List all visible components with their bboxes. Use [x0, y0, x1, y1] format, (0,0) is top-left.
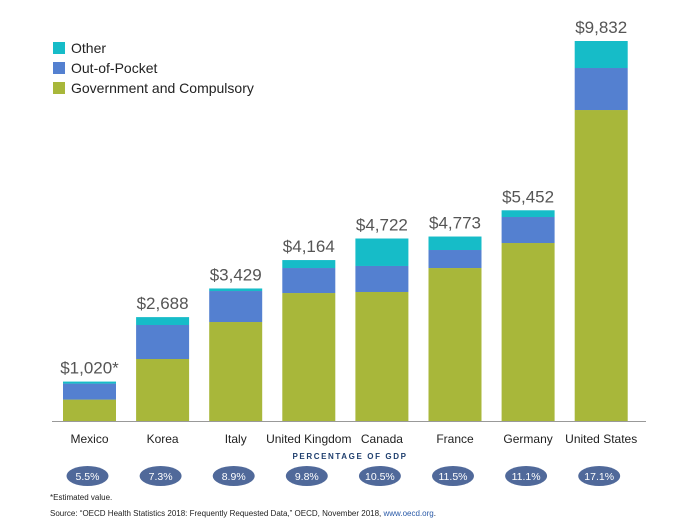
- legend-label-government: Government and Compulsory: [71, 80, 254, 96]
- gdp-value-italy: 8.9%: [222, 471, 246, 483]
- gdp-pill-france: [432, 466, 474, 486]
- gdp-value-united-states: 17.1%: [584, 471, 614, 483]
- category-label-united-kingdom: United Kingdom: [266, 432, 351, 446]
- source-suffix: .: [433, 509, 436, 518]
- gdp-pill-germany: [505, 466, 548, 486]
- bar-out-of-pocket-mexico: [63, 383, 116, 400]
- gdp-value-france: 11.5%: [439, 471, 468, 483]
- bar-government-and-compulsory-canada: [355, 291, 409, 421]
- source-link[interactable]: www.oecd.org: [383, 509, 434, 518]
- bar-other-united-kingdom: [282, 260, 336, 269]
- legend-swatch-government: [53, 82, 65, 94]
- gdp-value-korea: 7.3%: [149, 471, 173, 483]
- legend-item-other: Other: [53, 38, 254, 58]
- bar-out-of-pocket-italy: [209, 291, 263, 323]
- legend-item-government: Government and Compulsory: [53, 78, 254, 98]
- total-label-italy: $3,429: [210, 265, 262, 284]
- gdp-pill-mexico: [66, 466, 109, 486]
- category-label-canada: Canada: [361, 432, 403, 446]
- bar-other-italy: [209, 288, 263, 292]
- bar-other-mexico: [63, 381, 116, 384]
- total-label-united-kingdom: $4,164: [283, 237, 335, 256]
- bar-out-of-pocket-united-states: [574, 68, 628, 111]
- gdp-value-germany: 11.1%: [512, 471, 541, 483]
- category-label-united-states: United States: [565, 432, 637, 446]
- bar-government-and-compulsory-germany: [501, 243, 555, 421]
- gdp-pill-united-states: [578, 466, 621, 486]
- gdp-value-canada: 10.5%: [365, 471, 395, 483]
- bar-other-france: [428, 236, 482, 251]
- category-label-germany: Germany: [503, 432, 552, 446]
- bar-government-and-compulsory-mexico: [63, 399, 116, 421]
- bar-other-korea: [136, 317, 190, 325]
- legend-label-out-of-pocket: Out-of-Pocket: [71, 60, 158, 76]
- total-label-mexico: $1,020*: [60, 359, 119, 378]
- source-footnote: Source: “OECD Health Statistics 2018: Fr…: [50, 509, 436, 518]
- bar-out-of-pocket-canada: [355, 265, 409, 292]
- bar-out-of-pocket-germany: [501, 217, 555, 244]
- bar-government-and-compulsory-korea: [136, 359, 190, 421]
- legend: Other Out-of-Pocket Government and Compu…: [53, 38, 254, 98]
- bar-government-and-compulsory-united-kingdom: [282, 293, 336, 421]
- gdp-pill-korea: [139, 466, 182, 486]
- estimated-footnote: *Estimated value.: [50, 493, 113, 502]
- bar-other-germany: [501, 210, 555, 218]
- total-label-germany: $5,452: [502, 187, 554, 206]
- bar-other-canada: [355, 238, 409, 266]
- bar-government-and-compulsory-italy: [209, 322, 263, 421]
- legend-swatch-other: [53, 42, 65, 54]
- category-label-france: France: [436, 432, 474, 446]
- bar-other-united-states: [574, 41, 628, 69]
- gdp-value-mexico: 5.5%: [76, 471, 100, 483]
- source-text: Source: “OECD Health Statistics 2018: Fr…: [50, 509, 384, 518]
- legend-item-out-of-pocket: Out-of-Pocket: [53, 58, 254, 78]
- category-label-korea: Korea: [147, 432, 179, 446]
- gdp-pill-united-kingdom: [285, 466, 328, 486]
- total-label-canada: $4,722: [356, 215, 408, 234]
- total-label-korea: $2,688: [137, 294, 189, 313]
- total-label-france: $4,773: [429, 214, 481, 233]
- category-label-mexico: Mexico: [70, 432, 108, 446]
- legend-swatch-out-of-pocket: [53, 62, 65, 74]
- category-label-italy: Italy: [225, 432, 247, 446]
- gdp-section-title: PERCENTAGE OF GDP: [292, 452, 408, 461]
- legend-label-other: Other: [71, 40, 107, 56]
- gdp-pill-canada: [358, 466, 401, 486]
- gdp-pill-italy: [212, 466, 255, 486]
- bar-out-of-pocket-united-kingdom: [282, 268, 336, 294]
- gdp-value-united-kingdom: 9.8%: [295, 471, 319, 483]
- total-label-united-states: $9,832: [575, 18, 627, 37]
- bar-out-of-pocket-korea: [136, 324, 190, 360]
- bar-government-and-compulsory-france: [428, 268, 482, 421]
- bar-out-of-pocket-france: [428, 250, 482, 269]
- bar-government-and-compulsory-united-states: [574, 110, 628, 422]
